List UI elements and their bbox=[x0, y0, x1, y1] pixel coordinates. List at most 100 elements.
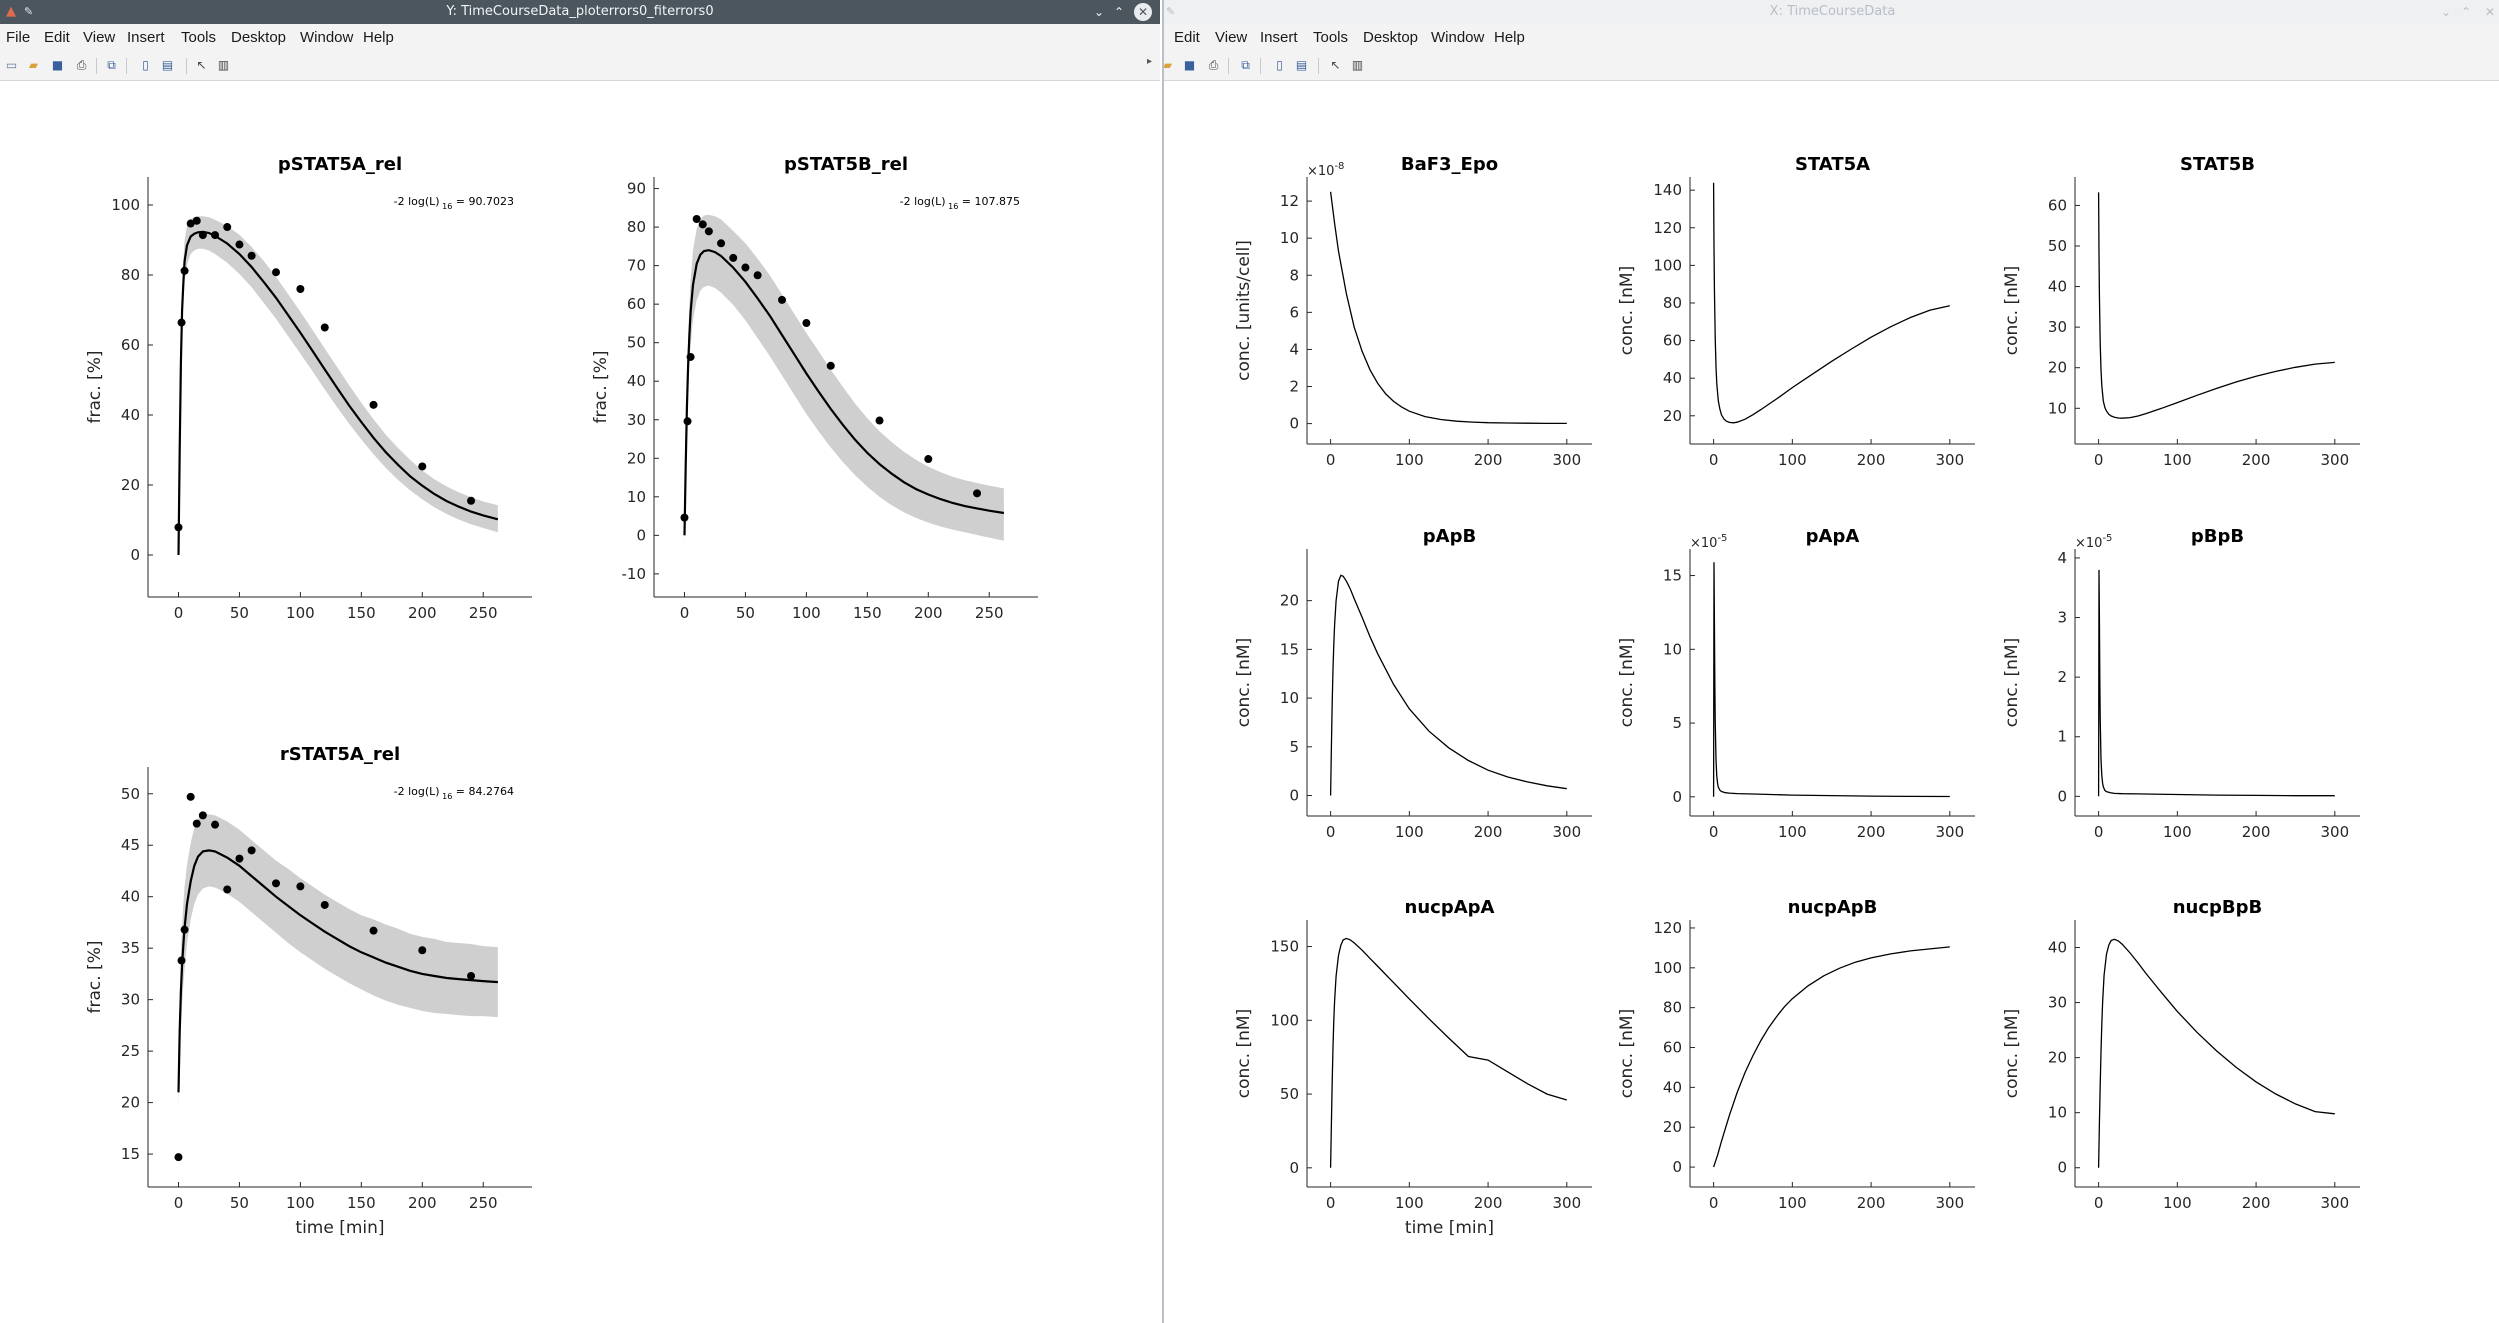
y-tick-label: 0 bbox=[2057, 1159, 2067, 1177]
plot-title: STAT5B bbox=[2180, 154, 2255, 175]
legend-icon[interactable]: ▤ bbox=[161, 58, 174, 72]
open-icon[interactable]: ▰ bbox=[28, 58, 39, 72]
edit-plot-arrow-icon[interactable]: ↖ bbox=[1330, 58, 1341, 72]
data-point bbox=[180, 925, 189, 934]
property-inspector-icon[interactable]: ▥ bbox=[1351, 58, 1364, 72]
save-icon[interactable]: ■ bbox=[1183, 58, 1196, 72]
menu-desktop[interactable]: Desktop bbox=[1363, 29, 1419, 46]
edit-plot-arrow-icon[interactable]: ↖ bbox=[196, 58, 207, 72]
menu-window[interactable]: Window bbox=[300, 29, 354, 46]
menu-insert[interactable]: Insert bbox=[127, 29, 165, 46]
titlebar[interactable]: ✎ X: TimeCourseData ⌄ ⌃ ✕ bbox=[1164, 0, 2499, 25]
y-tick-label: 100 bbox=[1653, 959, 1682, 977]
axes-papa: 0 100 200 300 0 5 10 15 pApA conc. [nM] ×10-5 bbox=[1617, 526, 1975, 841]
y-tick-label: 80 bbox=[121, 266, 140, 284]
y-tick-label: 40 bbox=[121, 888, 140, 906]
y-tick-label: 20 bbox=[121, 1094, 140, 1112]
titlebar[interactable]: ▲ ✎ Y: TimeCourseData_ploterrors0_fiterr… bbox=[0, 0, 1160, 24]
plot-title: nucpBpB bbox=[2173, 897, 2263, 918]
figure-window-x: ✎ X: TimeCourseData ⌄ ⌃ ✕ Edit View Inse… bbox=[1162, 0, 2499, 1323]
legend-icon[interactable]: ▤ bbox=[1295, 58, 1308, 72]
link-plot-icon[interactable]: ⧉ bbox=[1241, 58, 1250, 72]
menu-edit[interactable]: Edit bbox=[44, 29, 70, 46]
plot-title: nucpApA bbox=[1405, 897, 1495, 918]
maximize-icon[interactable]: ⌃ bbox=[1113, 5, 1125, 19]
y-exponent-label: ×10-5 bbox=[1690, 533, 1727, 551]
link-plot-icon[interactable]: ⧉ bbox=[107, 58, 116, 72]
menu-edit[interactable]: Edit bbox=[1174, 29, 1200, 46]
x-tick-label: 0 bbox=[680, 604, 690, 622]
y-tick-label: 0 bbox=[1289, 1159, 1299, 1177]
open-icon[interactable]: ▰ bbox=[1162, 58, 1173, 72]
x-tick-label: 200 bbox=[914, 604, 943, 622]
pin-icon[interactable]: ✎ bbox=[1166, 5, 1176, 18]
maximize-icon[interactable]: ⌃ bbox=[2460, 5, 2472, 19]
pin-icon[interactable]: ✎ bbox=[24, 5, 34, 18]
close-icon[interactable]: ✕ bbox=[2481, 3, 2499, 21]
data-point bbox=[198, 811, 207, 820]
likelihood-subscript: 16 bbox=[946, 202, 959, 211]
fit-curve bbox=[177, 230, 499, 556]
menu-view[interactable]: View bbox=[1215, 29, 1248, 46]
y-tick-label: -10 bbox=[622, 565, 647, 583]
x-tick-label: 0 bbox=[174, 1194, 184, 1212]
colorbar-icon[interactable]: ▯ bbox=[1276, 58, 1283, 72]
menu-file[interactable]: File bbox=[6, 29, 31, 46]
new-figure-icon[interactable]: ▭ bbox=[5, 58, 18, 72]
x-tick-label: 300 bbox=[1935, 451, 1964, 469]
x-tick-label: 300 bbox=[2320, 1194, 2349, 1212]
menu-view[interactable]: View bbox=[83, 29, 116, 46]
print-icon[interactable]: ⎙ bbox=[1208, 58, 1219, 72]
y-tick-label: 15 bbox=[1663, 567, 1682, 585]
menu-insert[interactable]: Insert bbox=[1260, 29, 1298, 46]
data-point bbox=[174, 523, 183, 532]
y-tick-label: 0 bbox=[2057, 787, 2067, 805]
likelihood-label: -2 log(L) bbox=[900, 195, 946, 208]
data-point bbox=[875, 416, 884, 425]
error-band bbox=[178, 216, 498, 559]
x-tick-label: 100 bbox=[1778, 823, 1807, 841]
menu-help[interactable]: Help bbox=[363, 29, 394, 46]
y-tick-label: 60 bbox=[121, 336, 140, 354]
y-tick-label: 70 bbox=[627, 257, 646, 275]
toolbar-separator bbox=[96, 58, 97, 74]
toolbar-expand-icon[interactable]: ▸ bbox=[1146, 56, 1152, 67]
axes-container: 0 50 100 150 200 250020406080100pSTAT5A_relfr… bbox=[85, 154, 1038, 1238]
data-point bbox=[186, 219, 195, 228]
x-tick-label: 150 bbox=[347, 1194, 376, 1212]
menu-window[interactable]: Window bbox=[1431, 29, 1485, 46]
figure-canvas: 0 100 200 300 0 2 4 6 8 10 12 BaF3_Epo conc. [units/… bbox=[1164, 81, 2499, 1323]
toolbar-separator bbox=[126, 58, 127, 74]
x-tick-label: 100 bbox=[286, 1194, 315, 1212]
property-inspector-icon[interactable]: ▥ bbox=[217, 58, 230, 72]
menu-desktop[interactable]: Desktop bbox=[231, 29, 287, 46]
minimize-icon[interactable]: ⌄ bbox=[1093, 5, 1105, 19]
plot-title: STAT5A bbox=[1795, 154, 1870, 175]
data-point bbox=[698, 220, 707, 229]
data-point bbox=[177, 318, 186, 327]
x-tick-label: 300 bbox=[1935, 823, 1964, 841]
menu-help[interactable]: Help bbox=[1494, 29, 1525, 46]
y-tick-label: 5 bbox=[1289, 738, 1299, 756]
toolbar-separator bbox=[1228, 58, 1229, 74]
plot-title: pApA bbox=[1806, 526, 1860, 547]
axes-stat5a: 0 100 200 300 20 40 60 80 100 120 140 STAT5A conc. [… bbox=[1617, 154, 1975, 469]
y-tick-label: 8 bbox=[1289, 266, 1299, 284]
y-tick-label: 140 bbox=[1653, 181, 1682, 199]
y-tick-label: 80 bbox=[1663, 294, 1682, 312]
minimize-icon[interactable]: ⌄ bbox=[2440, 5, 2452, 19]
print-icon[interactable]: ⎙ bbox=[76, 58, 87, 72]
data-point bbox=[924, 455, 933, 464]
trajectory-line bbox=[1329, 191, 1567, 425]
y-tick-label: 40 bbox=[2048, 278, 2067, 296]
x-tick-label: 100 bbox=[1778, 1194, 1807, 1212]
y-tick-label: 60 bbox=[1663, 332, 1682, 350]
close-icon[interactable]: ✕ bbox=[1134, 3, 1152, 21]
trajectory-line bbox=[2097, 938, 2335, 1168]
colorbar-icon[interactable]: ▯ bbox=[142, 58, 149, 72]
menu-tools[interactable]: Tools bbox=[1313, 29, 1349, 46]
x-axis-label: time [min] bbox=[295, 1218, 384, 1238]
save-icon[interactable]: ■ bbox=[51, 58, 64, 72]
figure-window-y: ▲ ✎ Y: TimeCourseData_ploterrors0_fiterr… bbox=[0, 0, 1160, 1323]
menu-tools[interactable]: Tools bbox=[181, 29, 217, 46]
